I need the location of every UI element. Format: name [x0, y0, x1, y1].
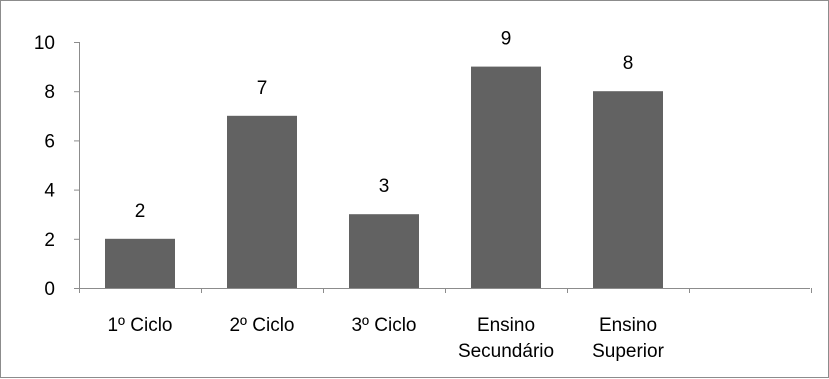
y-tick-label: 2 — [44, 230, 55, 251]
bar — [593, 91, 663, 288]
x-category-label: 1º Ciclo — [107, 315, 172, 336]
bar — [349, 214, 419, 288]
data-label: 9 — [501, 29, 512, 50]
data-label: 7 — [257, 78, 268, 99]
y-tick-label: 6 — [44, 131, 55, 152]
y-tick-label: 10 — [34, 33, 55, 54]
x-category-label: 3º Ciclo — [351, 315, 416, 336]
x-category-label: 2º Ciclo — [229, 315, 294, 336]
x-category-label: Ensino — [477, 315, 535, 336]
bar — [227, 115, 297, 288]
data-label: 3 — [379, 176, 390, 197]
y-tick-label: 0 — [44, 279, 55, 300]
x-category-label: Superior — [592, 341, 664, 362]
data-label: 8 — [623, 53, 634, 74]
y-tick-label: 4 — [44, 181, 55, 202]
data-label: 2 — [135, 201, 146, 222]
y-tick-label: 8 — [44, 82, 55, 103]
bar — [471, 66, 541, 288]
x-category-label: Ensino — [599, 315, 657, 336]
bar — [105, 238, 175, 288]
x-category-label: Secundário — [458, 341, 554, 362]
